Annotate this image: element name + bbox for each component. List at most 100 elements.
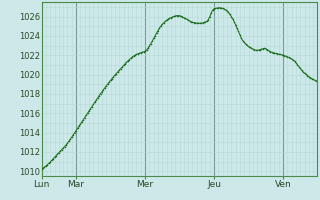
Point bbox=[132, 54, 138, 57]
Point bbox=[86, 109, 92, 113]
Point bbox=[210, 9, 215, 12]
Point bbox=[137, 52, 142, 55]
Point bbox=[226, 11, 231, 14]
Point bbox=[216, 6, 221, 9]
Point bbox=[268, 50, 273, 53]
Point bbox=[148, 42, 153, 45]
Point bbox=[200, 21, 205, 25]
Point bbox=[303, 73, 308, 76]
Point bbox=[224, 9, 229, 12]
Point bbox=[91, 103, 96, 106]
Point bbox=[285, 55, 290, 58]
Point bbox=[59, 148, 64, 151]
Point bbox=[114, 72, 119, 75]
Point bbox=[236, 30, 241, 33]
Point bbox=[263, 47, 268, 50]
Point bbox=[213, 7, 218, 10]
Point bbox=[140, 51, 145, 54]
Point bbox=[60, 147, 66, 150]
Point bbox=[256, 49, 261, 52]
Point bbox=[302, 72, 307, 75]
Point bbox=[293, 61, 299, 64]
Point bbox=[112, 74, 117, 77]
Point bbox=[151, 37, 156, 40]
Point bbox=[299, 69, 304, 72]
Point bbox=[141, 50, 146, 53]
Point bbox=[282, 54, 287, 57]
Point bbox=[291, 58, 296, 62]
Point bbox=[243, 42, 248, 46]
Point bbox=[260, 47, 266, 50]
Point bbox=[55, 153, 60, 156]
Point bbox=[249, 47, 254, 50]
Point bbox=[214, 6, 220, 10]
Point bbox=[52, 156, 57, 159]
Point bbox=[275, 52, 280, 55]
Point bbox=[98, 92, 103, 95]
Point bbox=[296, 65, 301, 68]
Point bbox=[51, 157, 56, 160]
Point bbox=[250, 47, 255, 51]
Point bbox=[266, 49, 271, 52]
Point bbox=[253, 49, 258, 52]
Point bbox=[63, 143, 68, 147]
Point bbox=[69, 135, 74, 139]
Point bbox=[309, 77, 314, 80]
Point bbox=[82, 116, 87, 119]
Point bbox=[277, 53, 283, 56]
Point bbox=[100, 90, 105, 93]
Point bbox=[235, 27, 240, 30]
Point bbox=[40, 167, 45, 170]
Point bbox=[101, 88, 106, 91]
Point bbox=[209, 12, 214, 15]
Point bbox=[84, 114, 89, 117]
Point bbox=[201, 21, 206, 24]
Point bbox=[227, 13, 232, 16]
Point bbox=[88, 107, 93, 110]
Point bbox=[66, 140, 71, 143]
Point bbox=[233, 23, 238, 27]
Point bbox=[75, 127, 80, 130]
Point bbox=[97, 94, 102, 97]
Point bbox=[165, 18, 171, 21]
Point bbox=[128, 57, 133, 60]
Point bbox=[219, 6, 224, 10]
Point bbox=[262, 47, 267, 50]
Point bbox=[122, 62, 127, 65]
Point bbox=[117, 69, 122, 72]
Point bbox=[174, 14, 179, 17]
Point bbox=[181, 16, 187, 19]
Point bbox=[276, 52, 281, 56]
Point bbox=[46, 162, 51, 165]
Point bbox=[171, 15, 176, 18]
Point bbox=[183, 17, 188, 20]
Point bbox=[131, 54, 136, 58]
Point bbox=[168, 16, 173, 19]
Point bbox=[138, 51, 143, 54]
Point bbox=[212, 7, 217, 10]
Point bbox=[68, 138, 73, 141]
Point bbox=[176, 14, 181, 17]
Point bbox=[270, 51, 276, 54]
Point bbox=[173, 14, 178, 18]
Point bbox=[300, 70, 306, 73]
Point bbox=[62, 145, 67, 148]
Point bbox=[179, 15, 184, 18]
Point bbox=[314, 79, 319, 83]
Point bbox=[111, 75, 116, 78]
Point bbox=[306, 75, 311, 78]
Point bbox=[109, 77, 115, 80]
Point bbox=[45, 163, 50, 166]
Point bbox=[72, 131, 77, 134]
Point bbox=[78, 122, 83, 126]
Point bbox=[308, 76, 313, 79]
Point bbox=[49, 159, 54, 162]
Point bbox=[160, 23, 165, 26]
Point bbox=[220, 7, 225, 10]
Point bbox=[237, 33, 243, 37]
Point bbox=[150, 39, 155, 43]
Point bbox=[206, 18, 211, 21]
Point bbox=[142, 50, 148, 53]
Point bbox=[71, 133, 76, 137]
Point bbox=[56, 151, 61, 154]
